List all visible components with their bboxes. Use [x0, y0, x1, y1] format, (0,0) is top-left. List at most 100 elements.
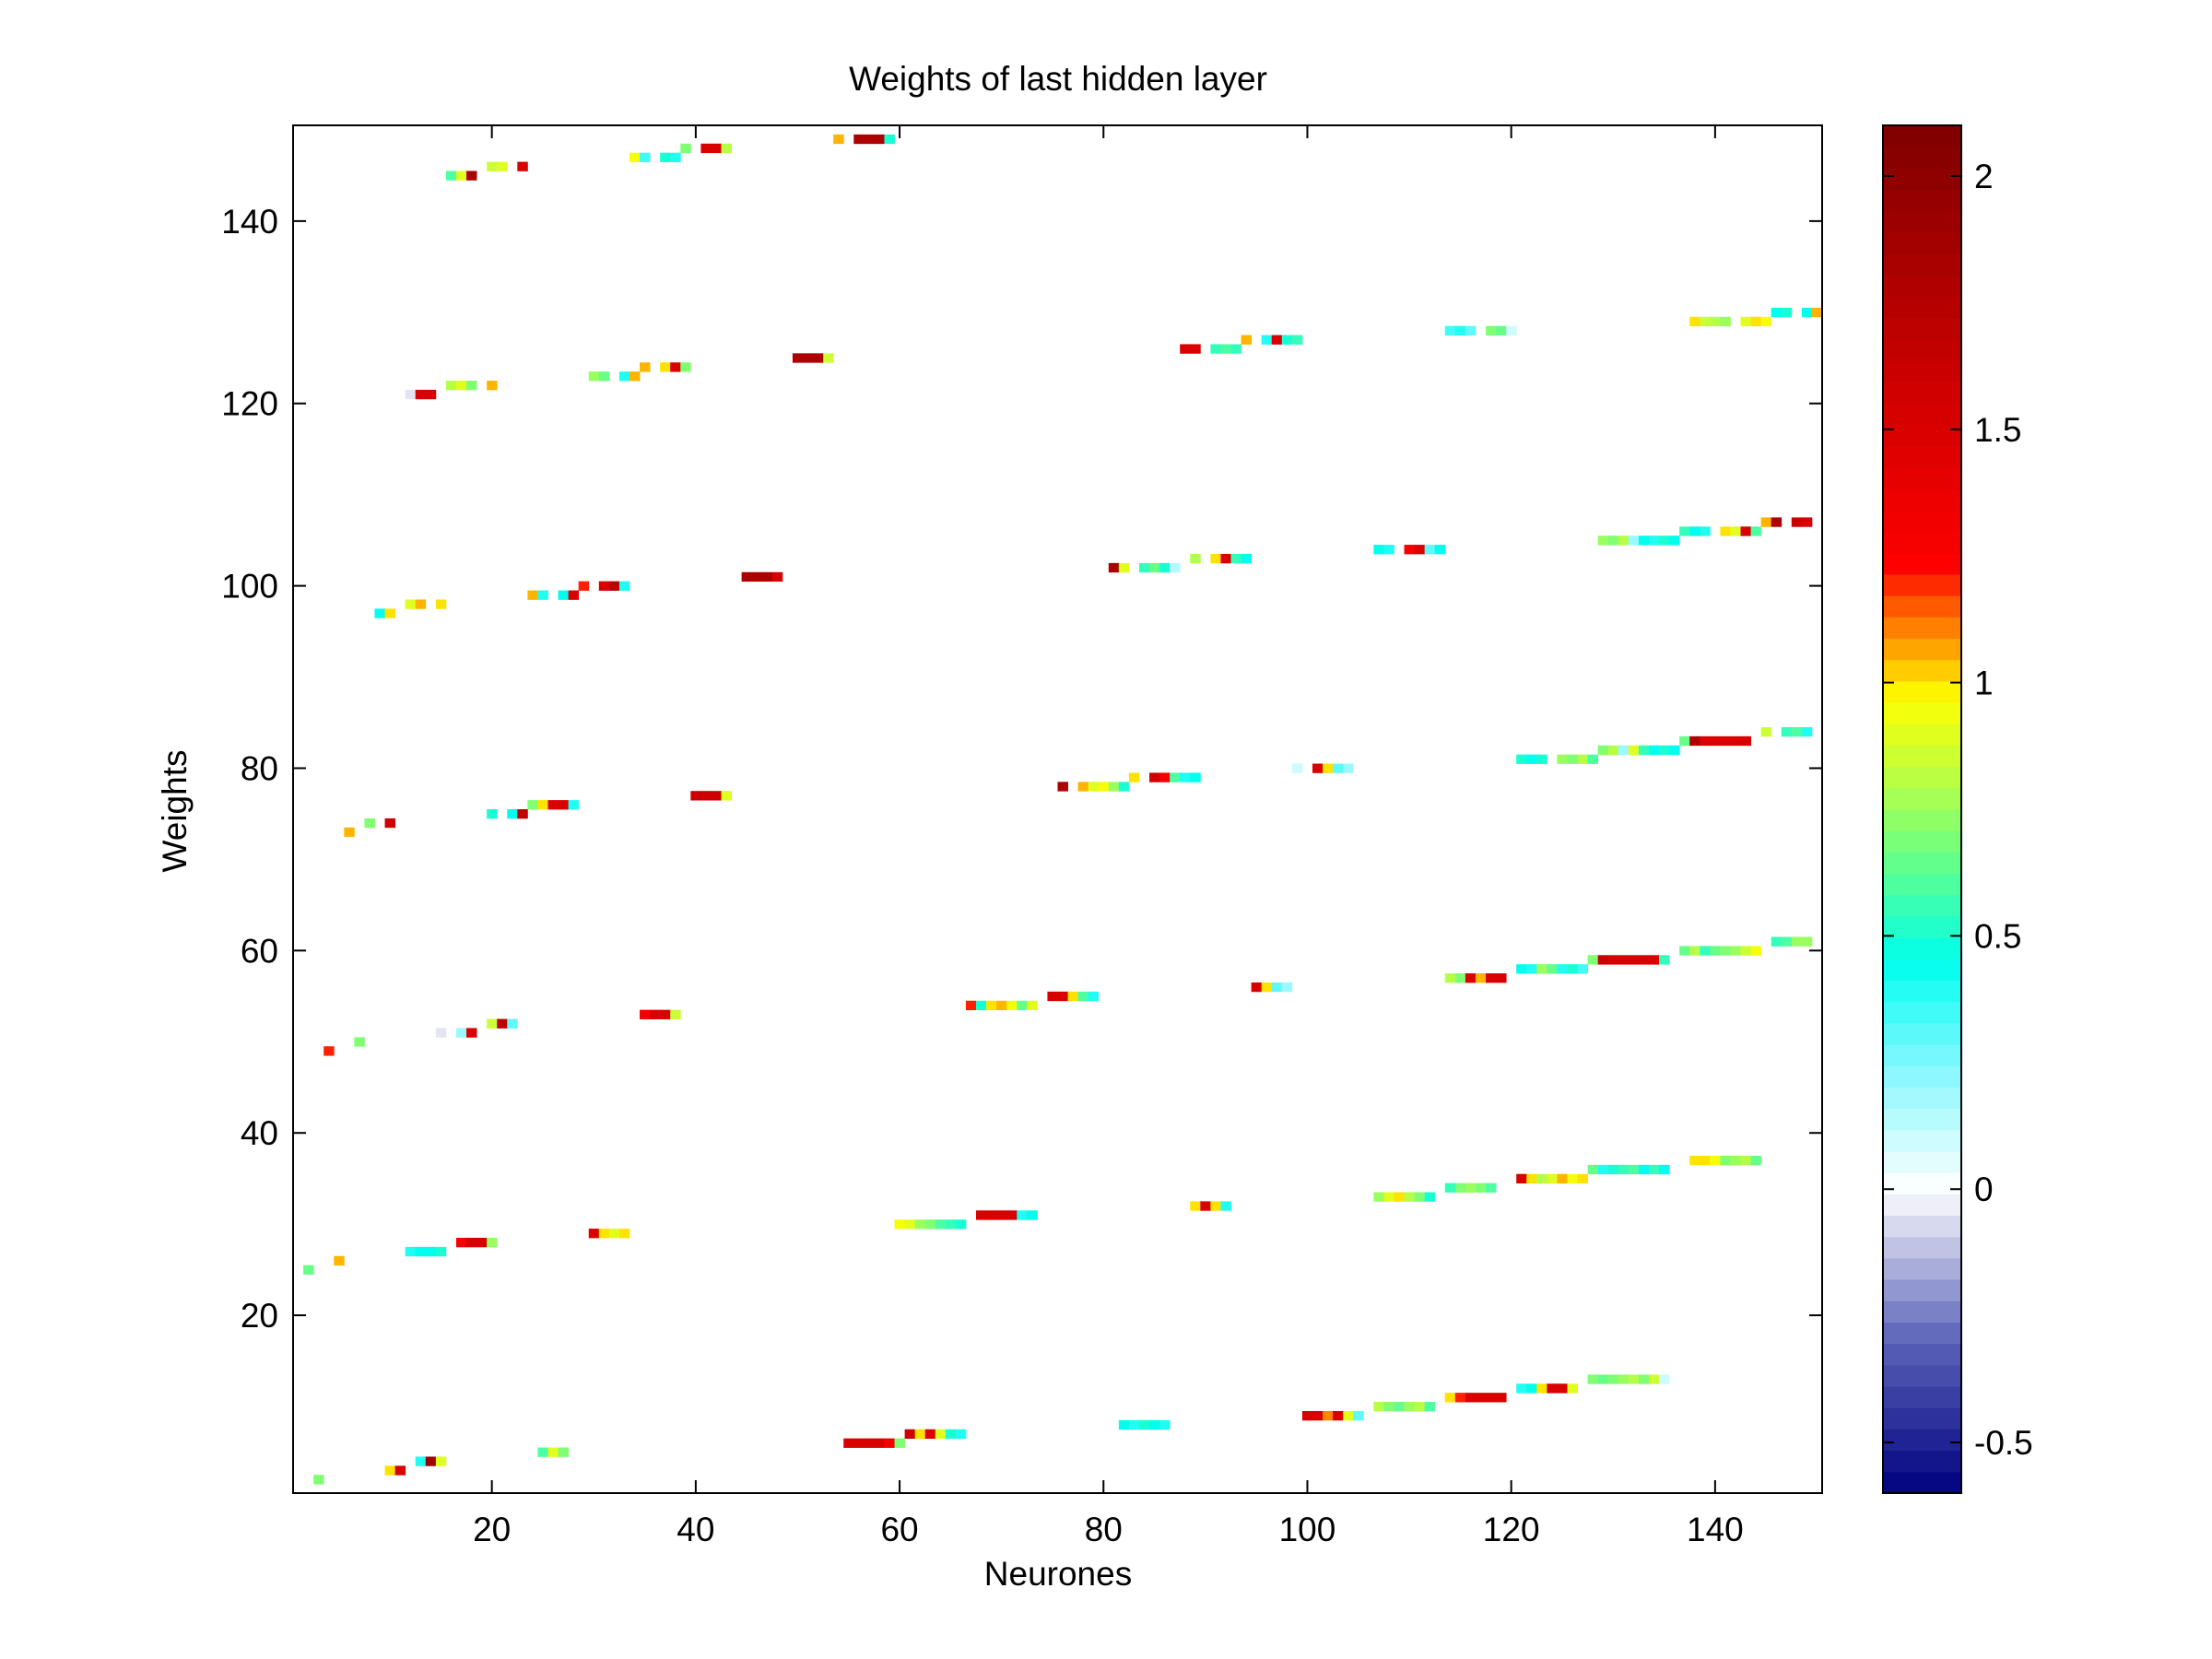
heatmap-cell: [1210, 344, 1221, 354]
heatmap-cell: [1607, 955, 1619, 965]
heatmap-cell: [996, 1210, 1007, 1220]
heatmap-cell: [394, 1465, 406, 1476]
x-tick-label: 80: [1085, 1511, 1123, 1548]
heatmap-cell: [884, 134, 895, 145]
heatmap-cell: [629, 371, 641, 382]
heatmap-cell: [384, 818, 395, 829]
heatmap-cell: [558, 1447, 570, 1457]
heatmap-cell: [1394, 1192, 1405, 1202]
heatmap-cell: [1720, 735, 1731, 747]
x-tick-label: 100: [1279, 1511, 1336, 1548]
colorbar-band: [1883, 147, 1961, 169]
heatmap-cell: [914, 1429, 926, 1440]
heatmap-cell: [1628, 535, 1640, 546]
heatmap-cell: [1567, 754, 1578, 764]
colorbar-band: [1883, 275, 1961, 297]
colorbar-band: [1883, 189, 1961, 212]
heatmap-cell: [1760, 517, 1772, 527]
heatmap-cell: [864, 134, 875, 145]
heatmap-cell: [1648, 955, 1660, 965]
heatmap-cell: [1414, 545, 1426, 555]
x-tick-label: 120: [1483, 1511, 1540, 1548]
heatmap-cell: [1710, 316, 1721, 327]
heatmap-cell: [435, 1246, 447, 1257]
colorbar-band: [1883, 552, 1961, 575]
heatmap-cell: [1465, 325, 1477, 335]
heatmap-cell: [1220, 344, 1231, 354]
heatmap-cell: [1659, 955, 1670, 965]
heatmap-cell: [1648, 1164, 1660, 1175]
heatmap-cell: [1791, 517, 1803, 527]
heatmap-cell: [1700, 1155, 1711, 1166]
heatmap-cell: [415, 1456, 427, 1466]
heatmap-cell: [1557, 1173, 1568, 1184]
colorbar-band: [1883, 852, 1961, 875]
heatmap-cell: [1740, 735, 1751, 747]
heatmap-cell: [1526, 754, 1537, 764]
heatmap-cell: [1771, 936, 1783, 947]
heatmap-cell: [833, 134, 844, 145]
heatmap-cell: [1373, 1192, 1384, 1202]
heatmap-cell: [1760, 726, 1772, 737]
heatmap-cell: [650, 1009, 661, 1019]
colorbar-tick-label: 0.5: [1974, 917, 2021, 955]
heatmap-cell: [405, 1246, 417, 1257]
heatmap-cell: [547, 1447, 559, 1457]
heatmap-cell: [1811, 307, 1823, 318]
heatmap-cell: [1597, 1164, 1609, 1175]
heatmap-cell: [1017, 1210, 1028, 1220]
heatmap-cell: [640, 152, 651, 162]
heatmap-cell: [1149, 772, 1160, 782]
heatmap-cell: [1547, 964, 1558, 974]
heatmap-cell: [618, 581, 630, 591]
heatmap-cell: [853, 1438, 865, 1448]
y-tick-label: 60: [241, 932, 278, 970]
heatmap-cell: [537, 590, 548, 600]
heatmap-cell: [1159, 562, 1171, 573]
heatmap-cell: [1323, 763, 1334, 773]
heatmap-cell: [1730, 1155, 1741, 1166]
heatmap-cell: [1149, 1419, 1160, 1430]
heatmap-cell: [1118, 782, 1130, 792]
colorbar-band: [1883, 210, 1961, 233]
heatmap-cell: [1771, 517, 1783, 527]
heatmap-cell: [1323, 1410, 1334, 1421]
heatmap-cell: [527, 590, 538, 600]
heatmap-cell: [455, 171, 467, 181]
heatmap-cell: [1006, 1000, 1018, 1011]
heatmap-cell: [1057, 991, 1068, 1002]
colorbar-band: [1883, 766, 1961, 789]
heatmap-cell: [1220, 553, 1231, 564]
heatmap-cell: [1261, 335, 1273, 345]
heatmap-cell: [517, 809, 528, 819]
heatmap-cell: [660, 1009, 671, 1019]
heatmap-cell: [660, 362, 671, 372]
colorbar-band: [1883, 168, 1961, 191]
colorbar-band: [1883, 338, 1961, 361]
colorbar-band: [1883, 125, 1961, 147]
colorbar-band: [1883, 1471, 1961, 1494]
heatmap-cell: [1557, 964, 1568, 974]
heatmap-cell: [680, 143, 691, 154]
heatmap-cell: [1190, 772, 1201, 782]
colorbar: [1883, 125, 1961, 1494]
heatmap-cell: [1424, 1402, 1436, 1412]
heatmap-cell: [1180, 344, 1191, 354]
heatmap-cell: [1700, 316, 1711, 327]
colorbar-band: [1883, 1151, 1961, 1173]
heatmap-cell: [1607, 745, 1619, 756]
heatmap-cell: [1241, 335, 1253, 345]
heatmap-cell: [1159, 772, 1171, 782]
heatmap-cell: [1475, 1182, 1487, 1193]
heatmap-cell: [1047, 991, 1058, 1002]
heatmap-cell: [1638, 535, 1650, 546]
heatmap-cell: [507, 809, 518, 819]
heatmap-cell: [1771, 307, 1783, 318]
heatmap-cell: [466, 1028, 477, 1038]
heatmap-cell: [384, 608, 395, 618]
heatmap-cell: [1088, 991, 1100, 1002]
heatmap-cell: [425, 1456, 437, 1466]
heatmap-cell: [1343, 763, 1354, 773]
heatmap-cell: [1587, 1164, 1599, 1175]
